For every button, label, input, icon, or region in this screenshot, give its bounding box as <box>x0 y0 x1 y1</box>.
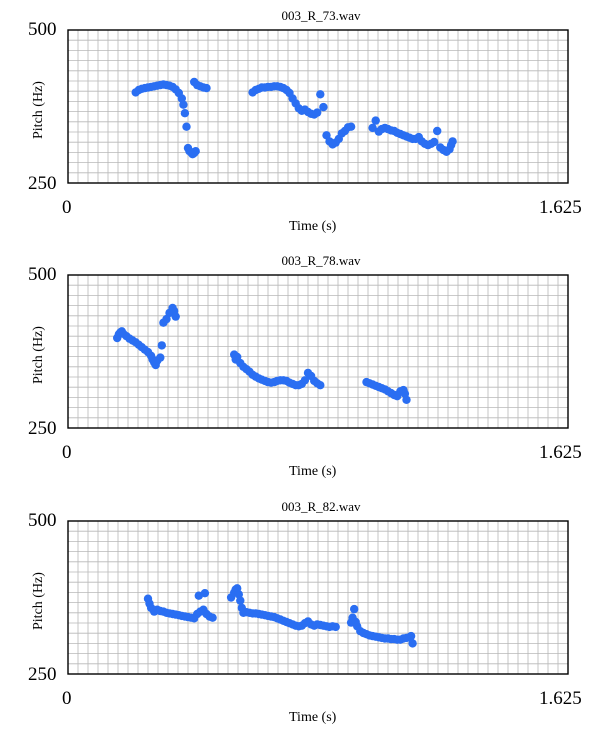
pitch-segment <box>113 303 180 370</box>
pitch-segment <box>226 584 340 632</box>
pitch-point <box>179 100 188 109</box>
pitch-point <box>402 395 411 404</box>
data-points <box>143 584 417 648</box>
pitch-point <box>236 596 245 605</box>
data-points <box>131 77 457 159</box>
pitch-segment <box>362 377 411 404</box>
y-axis-label: Pitch (Hz) <box>31 326 46 384</box>
pitch-point <box>313 108 322 117</box>
pitch-point <box>300 376 310 385</box>
grid-lines <box>68 521 568 674</box>
pitch-segment <box>248 82 356 149</box>
x-axis-label: Time (s) <box>289 219 337 234</box>
x-tick-label-right: 1.625 <box>539 197 582 218</box>
pitch-point <box>448 137 457 146</box>
y-tick-label-bottom: 250 <box>28 173 57 194</box>
pitch-plot-panel: 003_R_82.wav 500 250 0 1.625 Time (s) Pitch (H… <box>0 491 606 736</box>
chart-title: 003_R_82.wav <box>281 499 361 514</box>
y-tick-label-top: 500 <box>28 19 57 40</box>
pitch-plot-panel: 003_R_78.wav 500 250 0 1.625 Time (s) Pitch (H… <box>0 245 606 490</box>
pitch-segment <box>368 116 457 156</box>
x-tick-label-left: 0 <box>62 442 72 463</box>
pitch-segment <box>131 77 211 159</box>
x-axis-label: Time (s) <box>289 464 337 479</box>
pitch-point <box>368 123 377 133</box>
pitch-point <box>171 312 180 321</box>
pitch-point <box>430 137 439 147</box>
plot-svg <box>67 29 569 184</box>
pitch-segment <box>230 350 325 390</box>
pitch-point <box>406 631 416 641</box>
x-tick-label-right: 1.625 <box>539 688 582 709</box>
y-tick-label-top: 500 <box>28 264 57 285</box>
pitch-segment <box>143 589 217 623</box>
chart-title: 003_R_78.wav <box>281 253 361 268</box>
pitch-point <box>319 102 328 112</box>
pitch-plot-panel: 003_R_73.wav 500 250 0 1.625 Time (s) Pitch (H… <box>0 0 606 245</box>
pitch-point <box>200 589 210 598</box>
plot-frame <box>67 29 569 184</box>
pitch-point <box>180 109 190 118</box>
plot-frame <box>67 520 569 675</box>
x-tick-label-left: 0 <box>62 197 72 218</box>
chart-title: 003_R_73.wav <box>281 8 361 23</box>
pitch-point <box>331 622 340 632</box>
pitch-point <box>157 341 166 350</box>
pitch-point <box>350 604 359 614</box>
grid-lines <box>68 30 568 183</box>
x-tick-label-left: 0 <box>62 688 72 709</box>
pitch-point <box>208 613 217 622</box>
pitch-point <box>156 353 165 362</box>
pitch-point <box>346 122 356 131</box>
y-axis-label: Pitch (Hz) <box>31 572 46 630</box>
plot-svg <box>67 274 569 429</box>
pitch-point <box>316 381 325 390</box>
pitch-point <box>316 90 325 99</box>
pitch-point <box>191 147 200 156</box>
x-tick-label-right: 1.625 <box>539 442 582 463</box>
pitch-point <box>371 116 380 125</box>
y-tick-label-top: 500 <box>28 510 57 531</box>
pitch-point <box>182 122 191 131</box>
y-tick-label-bottom: 250 <box>28 664 57 685</box>
y-tick-label-bottom: 250 <box>28 418 57 439</box>
data-points <box>113 303 411 404</box>
pitch-point <box>408 639 417 648</box>
y-axis-label: Pitch (Hz) <box>31 81 46 139</box>
plot-frame <box>67 274 569 429</box>
plot-svg <box>67 520 569 675</box>
pitch-point <box>202 83 211 93</box>
x-axis-label: Time (s) <box>289 710 337 725</box>
pitch-segment <box>346 604 417 648</box>
pitch-point <box>433 126 442 136</box>
